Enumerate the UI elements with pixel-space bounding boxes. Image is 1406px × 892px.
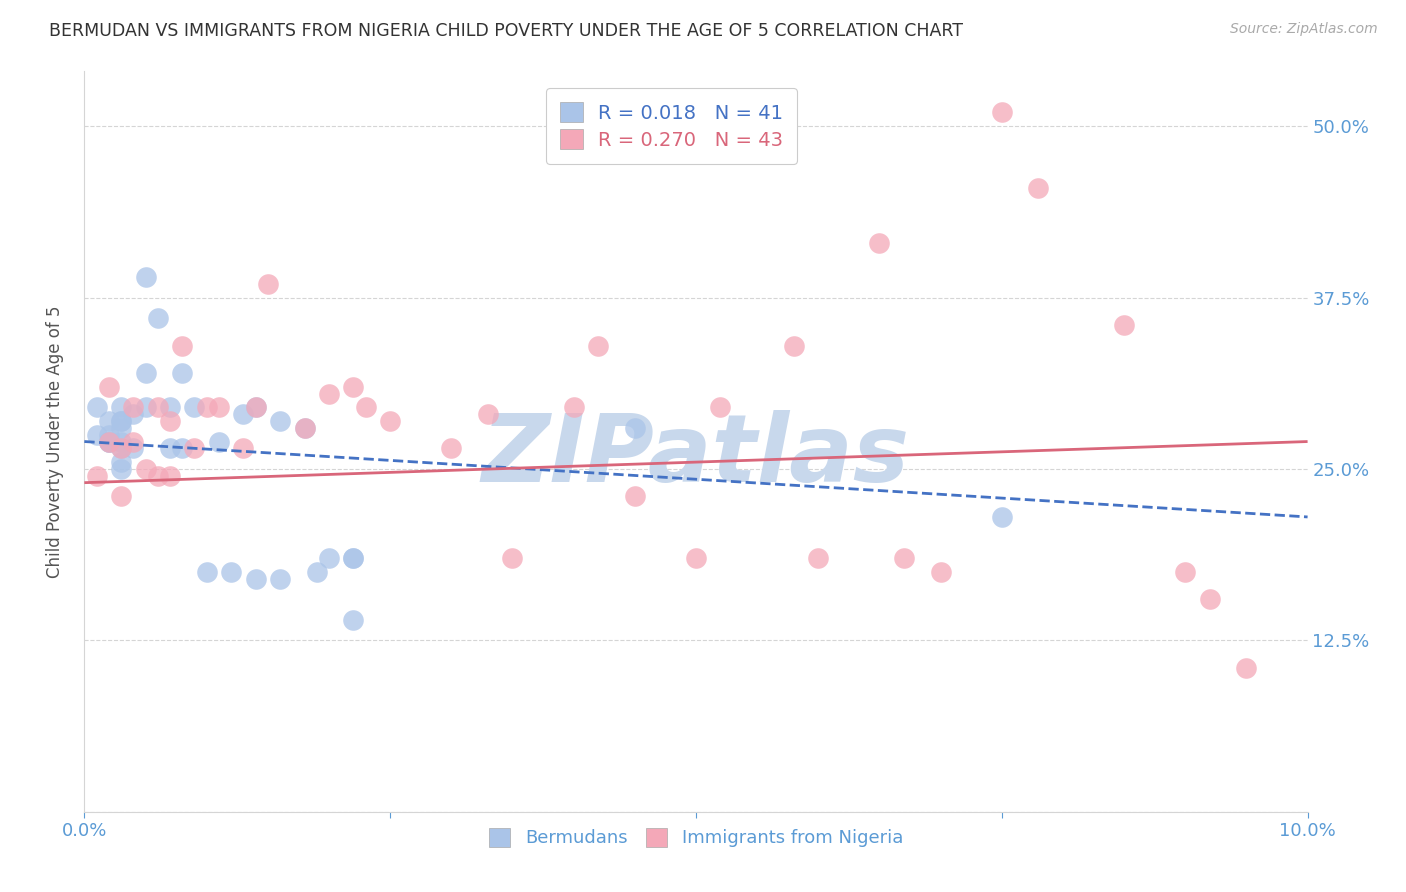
Point	[783, 338, 806, 352]
Point	[97, 434, 120, 449]
Point	[624, 489, 647, 503]
Point	[709, 401, 731, 415]
Point	[991, 510, 1014, 524]
Point	[110, 489, 132, 503]
Point	[502, 551, 524, 566]
Point	[232, 442, 254, 456]
Point	[305, 565, 328, 579]
Point	[135, 401, 157, 415]
Point	[86, 468, 108, 483]
Point	[294, 421, 316, 435]
Point	[195, 565, 218, 579]
Point	[245, 572, 267, 586]
Point	[97, 414, 120, 428]
Point	[159, 414, 181, 428]
Point	[110, 442, 132, 456]
Point	[219, 565, 242, 579]
Point	[110, 434, 132, 449]
Point	[110, 455, 132, 469]
Point	[159, 468, 181, 483]
Point	[146, 468, 169, 483]
Point	[135, 462, 157, 476]
Legend: Bermudans, Immigrants from Nigeria: Bermudans, Immigrants from Nigeria	[478, 817, 914, 858]
Text: ZIPatlas: ZIPatlas	[482, 410, 910, 502]
Point	[122, 401, 145, 415]
Point	[477, 407, 499, 421]
Point	[624, 421, 647, 435]
Point	[183, 401, 205, 415]
Point	[97, 427, 120, 442]
Point	[97, 434, 120, 449]
Point	[110, 442, 132, 456]
Point	[562, 401, 585, 415]
Point	[869, 235, 891, 250]
Point	[195, 401, 218, 415]
Point	[172, 442, 194, 456]
Point	[807, 551, 830, 566]
Point	[146, 311, 169, 326]
Point	[146, 401, 169, 415]
Point	[342, 551, 364, 566]
Point	[245, 401, 267, 415]
Point	[97, 380, 120, 394]
Y-axis label: Child Poverty Under the Age of 5: Child Poverty Under the Age of 5	[45, 305, 63, 578]
Point	[135, 366, 157, 380]
Text: BERMUDAN VS IMMIGRANTS FROM NIGERIA CHILD POVERTY UNDER THE AGE OF 5 CORRELATION: BERMUDAN VS IMMIGRANTS FROM NIGERIA CHIL…	[49, 22, 963, 40]
Point	[685, 551, 707, 566]
Text: Source: ZipAtlas.com: Source: ZipAtlas.com	[1230, 22, 1378, 37]
Point	[269, 572, 291, 586]
Point	[269, 414, 291, 428]
Point	[122, 434, 145, 449]
Point	[122, 407, 145, 421]
Point	[1236, 661, 1258, 675]
Point	[159, 401, 181, 415]
Point	[172, 338, 194, 352]
Point	[110, 414, 132, 428]
Point	[318, 386, 340, 401]
Point	[440, 442, 463, 456]
Point	[208, 434, 231, 449]
Point	[991, 105, 1014, 120]
Point	[257, 277, 280, 291]
Point	[110, 414, 132, 428]
Point	[342, 551, 364, 566]
Point	[929, 565, 952, 579]
Point	[135, 270, 157, 285]
Point	[97, 434, 120, 449]
Point	[893, 551, 915, 566]
Point	[342, 613, 364, 627]
Point	[1198, 592, 1220, 607]
Point	[110, 462, 132, 476]
Point	[1114, 318, 1136, 332]
Point	[122, 442, 145, 456]
Point	[354, 401, 377, 415]
Point	[159, 442, 181, 456]
Point	[172, 366, 194, 380]
Point	[380, 414, 402, 428]
Point	[86, 427, 108, 442]
Point	[183, 442, 205, 456]
Point	[232, 407, 254, 421]
Point	[208, 401, 231, 415]
Point	[318, 551, 340, 566]
Point	[110, 421, 132, 435]
Point	[294, 421, 316, 435]
Point	[86, 401, 108, 415]
Point	[586, 338, 609, 352]
Point	[1028, 181, 1050, 195]
Point	[110, 401, 132, 415]
Point	[1174, 565, 1197, 579]
Point	[342, 380, 364, 394]
Point	[245, 401, 267, 415]
